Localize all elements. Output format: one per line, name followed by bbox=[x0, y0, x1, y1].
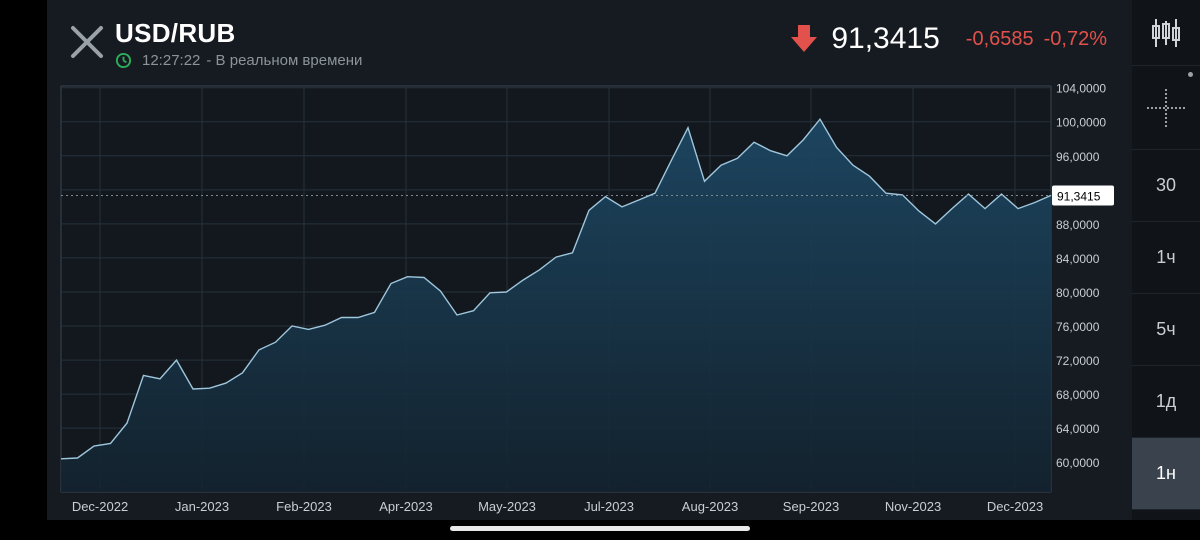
x-tick-label: Dec-2023 bbox=[987, 499, 1043, 514]
y-tick-label: 68,0000 bbox=[1056, 388, 1100, 402]
price-box: 91,3415 -0,6585 -0,72% bbox=[791, 22, 1107, 56]
update-time: 12:27:22 bbox=[142, 52, 201, 69]
crosshair-icon bbox=[1147, 88, 1185, 127]
change-percent: -0,72% bbox=[1043, 27, 1107, 50]
x-tick-label: Feb-2023 bbox=[276, 499, 332, 514]
y-tick-label: 76,0000 bbox=[1056, 320, 1100, 334]
y-tick-label: 60,0000 bbox=[1056, 456, 1100, 470]
price-line bbox=[60, 117, 1052, 460]
crosshair-button[interactable] bbox=[1132, 66, 1200, 150]
y-tick-label: 84,0000 bbox=[1056, 252, 1100, 266]
timeframe-label: 1ч bbox=[1156, 247, 1176, 267]
current-price-tag bbox=[1052, 185, 1114, 206]
timeframe-5h[interactable]: 5ч bbox=[1132, 294, 1200, 366]
change-absolute: -0,6585 bbox=[965, 27, 1034, 50]
clock-icon bbox=[115, 52, 132, 69]
home-indicator[interactable] bbox=[450, 526, 750, 531]
timeframe-30[interactable]: 30 bbox=[1132, 150, 1200, 222]
indicator-dot bbox=[1188, 72, 1193, 77]
status-row: 12:27:22 - В реальном времени bbox=[115, 52, 362, 69]
y-tick-label: 100,0000 bbox=[1056, 116, 1106, 130]
y-tick-label: 88,0000 bbox=[1056, 218, 1100, 232]
realtime-status: - В реальном времени bbox=[206, 52, 363, 69]
x-tick-label: Aug-2023 bbox=[682, 499, 738, 514]
x-tick-label: Jan-2023 bbox=[175, 499, 229, 514]
price-area bbox=[61, 119, 1051, 492]
timeframe-1h[interactable]: 1ч bbox=[1132, 222, 1200, 294]
timeframe-label: 1д bbox=[1155, 391, 1177, 411]
app-window: USD/RUB 12:27:22 - В реальном времени 91… bbox=[47, 0, 1200, 520]
candlestick-icon bbox=[1152, 18, 1180, 47]
timeframe-label: 30 bbox=[1155, 175, 1177, 195]
x-tick-label: Dec-2022 bbox=[72, 499, 128, 514]
timeframe-label: 1н bbox=[1156, 463, 1176, 483]
y-tick-label: 80,0000 bbox=[1056, 286, 1100, 300]
x-tick-label: May-2023 bbox=[478, 499, 536, 514]
timeframe-1d[interactable]: 1д bbox=[1132, 366, 1200, 438]
current-price: 91,3415 bbox=[831, 22, 940, 55]
x-tick-label: Apr-2023 bbox=[379, 499, 432, 514]
y-tick-label: 72,0000 bbox=[1056, 354, 1100, 368]
current-price-label: 91,3415 bbox=[1057, 189, 1101, 203]
price-chart[interactable]: 104,0000100,000096,000092,000088,000084,… bbox=[47, 80, 1132, 520]
header: USD/RUB 12:27:22 - В реальном времени 91… bbox=[47, 0, 1132, 80]
right-toolbar: 30 1ч 5ч 1д 1н bbox=[1132, 0, 1200, 520]
timeframe-label: 5ч bbox=[1156, 319, 1176, 339]
x-tick-label: Jul-2023 bbox=[584, 499, 634, 514]
x-tick-label: Sep-2023 bbox=[783, 499, 839, 514]
chart-type-button[interactable] bbox=[1132, 0, 1200, 66]
close-icon bbox=[71, 26, 103, 58]
x-tick-label: Nov-2023 bbox=[885, 499, 941, 514]
y-tick-label: 104,0000 bbox=[1056, 82, 1106, 96]
close-button[interactable] bbox=[67, 22, 107, 62]
arrow-down-icon bbox=[791, 25, 818, 52]
chart-svg: 104,0000100,000096,000092,000088,000084,… bbox=[60, 82, 1114, 514]
timeframe-1w[interactable]: 1н bbox=[1132, 438, 1200, 510]
pair-title: USD/RUB bbox=[115, 18, 236, 48]
y-tick-label: 64,0000 bbox=[1056, 422, 1100, 436]
y-tick-label: 96,0000 bbox=[1056, 150, 1100, 164]
